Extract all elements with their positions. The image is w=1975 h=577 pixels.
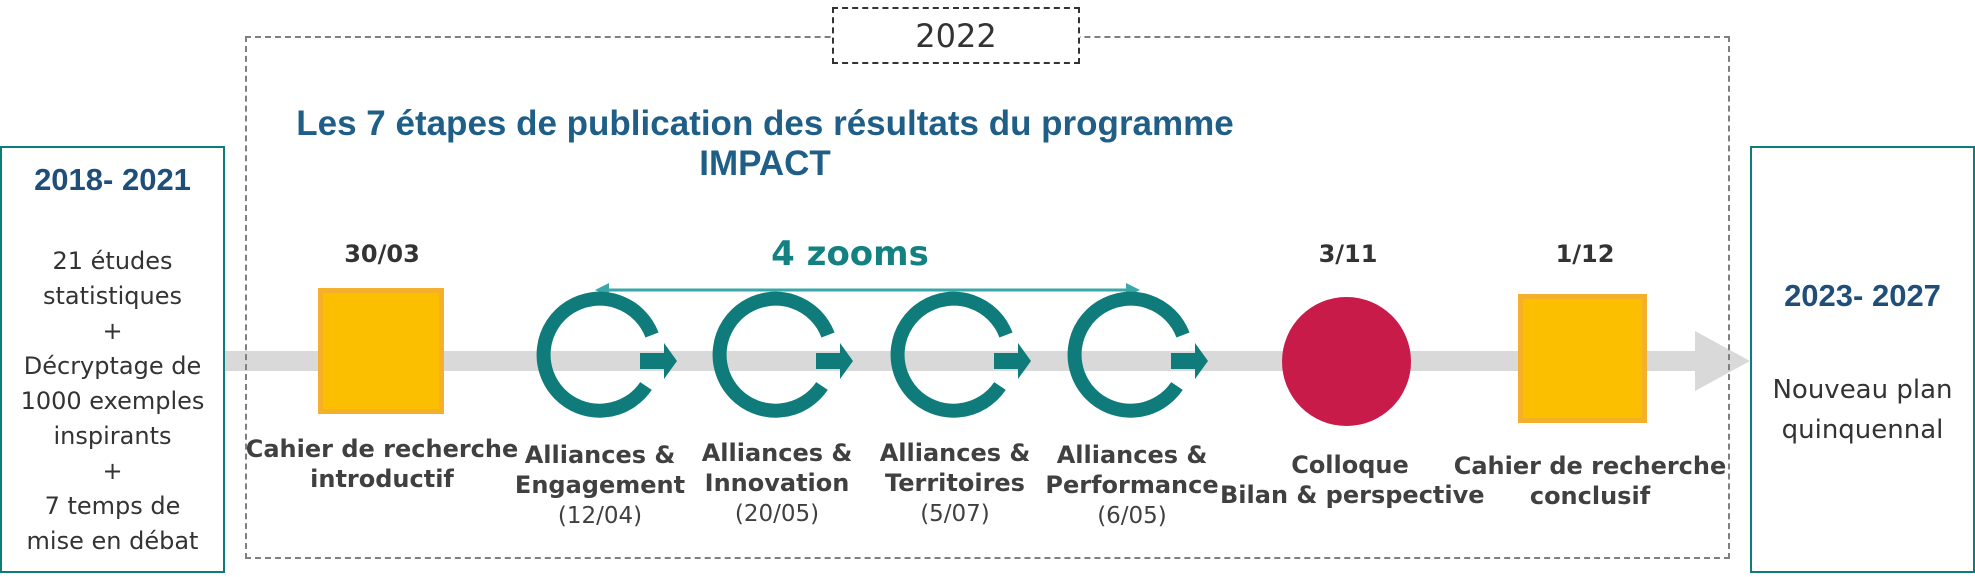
step-1-date: 30/03 bbox=[344, 240, 420, 268]
step-1-line: introductif bbox=[310, 465, 454, 493]
step-3-label: Alliances & Innovation bbox=[677, 438, 877, 498]
zooms-label: 4 zooms bbox=[771, 234, 929, 274]
left-panel-text: 21 études statistiques + Décryptage de 1… bbox=[2, 244, 223, 559]
left-line: 1000 exemples bbox=[20, 387, 205, 415]
left-line: Décryptage de bbox=[23, 352, 202, 380]
step-2-cycle-icon bbox=[536, 291, 677, 418]
left-line: statistiques bbox=[43, 282, 182, 310]
step-7-date: 1/12 bbox=[1555, 240, 1615, 268]
step-6-line: Bilan & perspective bbox=[1220, 481, 1485, 509]
step-7-square bbox=[1518, 294, 1647, 423]
step-5-date: (6/05) bbox=[1097, 503, 1167, 529]
year-label: 2022 bbox=[832, 7, 1080, 64]
step-6-circle bbox=[1282, 297, 1411, 426]
right-panel-text: Nouveau plan quinquennal bbox=[1752, 370, 1973, 450]
step-5-cycle-icon bbox=[1067, 291, 1208, 418]
step-5-line: Performance bbox=[1045, 471, 1219, 499]
step-6-label: Colloque Bilan & perspective bbox=[1220, 450, 1485, 510]
left-line: 21 études bbox=[52, 247, 173, 275]
step-1-line: Cahier de recherche bbox=[245, 435, 519, 463]
step-5-line: Alliances & bbox=[1056, 441, 1208, 469]
step-1-square bbox=[318, 288, 444, 414]
right-line: Nouveau plan bbox=[1772, 375, 1953, 405]
left-line: + bbox=[102, 317, 123, 345]
step-4-cycle-icon bbox=[890, 291, 1031, 418]
step-4-label: Alliances & Territoires bbox=[855, 438, 1055, 498]
step-4-date: (5/07) bbox=[920, 501, 990, 527]
page-title: Les 7 étapes de publication des résultat… bbox=[296, 104, 1234, 183]
left-panel: 2018- 2021 21 études statistiques + Décr… bbox=[0, 146, 225, 573]
left-line: + bbox=[102, 457, 123, 485]
right-panel: 2023- 2027 Nouveau plan quinquennal bbox=[1750, 146, 1975, 573]
step-4-line: Alliances & bbox=[879, 439, 1031, 467]
step-2-label: Alliances & Engagement bbox=[500, 440, 700, 500]
step-3-line: Innovation bbox=[704, 469, 850, 497]
step-7-line: conclusif bbox=[1529, 482, 1651, 510]
step-3-cycle-icon bbox=[712, 291, 853, 418]
step-6-line: Colloque bbox=[1291, 451, 1409, 479]
step-7-label: Cahier de recherche conclusif bbox=[1450, 451, 1730, 511]
step-7-line: Cahier de recherche bbox=[1453, 452, 1727, 480]
step-2-line: Engagement bbox=[514, 471, 686, 499]
step-6-date: 3/11 bbox=[1318, 240, 1378, 268]
left-line: mise en débat bbox=[26, 527, 199, 555]
right-panel-title: 2023- 2027 bbox=[1784, 278, 1941, 313]
step-4-line: Territoires bbox=[885, 469, 1025, 497]
left-panel-title: 2018- 2021 bbox=[34, 162, 191, 197]
step-3-date: (20/05) bbox=[734, 501, 820, 527]
step-5-label: Alliances & Performance bbox=[1032, 440, 1232, 500]
right-line: quinquennal bbox=[1781, 415, 1944, 445]
step-2-line: Alliances & bbox=[524, 441, 676, 469]
left-line: 7 temps de bbox=[44, 492, 181, 520]
step-2-date: (12/04) bbox=[557, 503, 643, 529]
left-line: inspirants bbox=[53, 422, 172, 450]
step-3-line: Alliances & bbox=[701, 439, 853, 467]
step-1-label: Cahier de recherche introductif bbox=[232, 434, 532, 494]
